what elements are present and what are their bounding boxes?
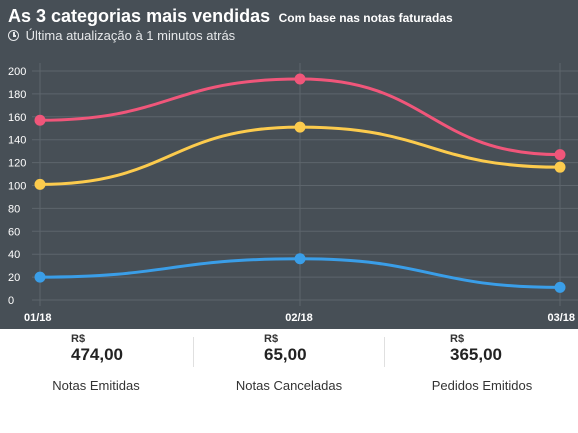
title-row: As 3 categorias mais vendidas Com base n… bbox=[8, 6, 570, 27]
stat-divider bbox=[193, 337, 194, 367]
stat-value: 474,00 bbox=[71, 345, 123, 364]
y-tick-label: 0 bbox=[8, 295, 14, 307]
y-tick-label: 160 bbox=[8, 112, 26, 124]
stat-value: 365,00 bbox=[450, 345, 502, 364]
stats-panel: R$ 474,00 Notas Emitidas R$ 65,00 Notas … bbox=[0, 329, 578, 433]
y-tick-label: 60 bbox=[8, 226, 20, 238]
y-tick-label: 140 bbox=[8, 135, 26, 147]
clock-icon bbox=[8, 30, 19, 41]
stat-notas-canceladas: R$ 65,00 Notas Canceladas bbox=[193, 329, 385, 399]
stat-divider bbox=[384, 337, 385, 367]
data-point bbox=[34, 271, 46, 283]
x-tick-label: 03/18 bbox=[547, 312, 575, 324]
data-point bbox=[554, 281, 566, 293]
y-tick-label: 200 bbox=[8, 66, 26, 78]
stat-currency: R$ bbox=[264, 333, 279, 345]
stat-currency: R$ bbox=[71, 333, 86, 345]
x-tick-label: 01/18 bbox=[24, 312, 52, 324]
data-point bbox=[294, 253, 306, 265]
chart-header: As 3 categorias mais vendidas Com base n… bbox=[8, 6, 570, 43]
stat-value: 65,00 bbox=[264, 345, 307, 364]
data-point bbox=[554, 149, 566, 161]
last-update: Última atualização à 1 minutos atrás bbox=[8, 28, 570, 43]
stat-label: Pedidos Emitidos bbox=[431, 378, 533, 393]
chart-card: As 3 categorias mais vendidas Com base n… bbox=[0, 0, 578, 329]
data-point bbox=[554, 161, 566, 173]
y-tick-label: 80 bbox=[8, 203, 20, 215]
y-tick-label: 180 bbox=[8, 89, 26, 101]
last-update-text: Última atualização à 1 minutos atrás bbox=[25, 28, 236, 43]
y-tick-label: 120 bbox=[8, 158, 26, 170]
chart-title: As 3 categorias mais vendidas bbox=[8, 6, 271, 26]
stat-pedidos-emitidos: R$ 365,00 Pedidos Emitidos bbox=[386, 329, 578, 399]
line-chart: 0 20 40 60 80 100 120 140 160 180 200 01/18 02/18 03/… bbox=[8, 63, 578, 324]
y-tick-label: 40 bbox=[8, 249, 20, 261]
data-point bbox=[294, 121, 306, 133]
stat-label: Notas Emitidas bbox=[52, 378, 140, 393]
x-tick-label: 02/18 bbox=[285, 312, 313, 324]
data-point bbox=[34, 114, 46, 126]
y-tick-label: 100 bbox=[8, 181, 26, 193]
y-tick-label: 20 bbox=[8, 272, 20, 284]
stat-currency: R$ bbox=[450, 333, 465, 345]
stat-notas-emitidas: R$ 474,00 Notas Emitidas bbox=[0, 329, 192, 399]
chart-subtitle: Com base nas notas faturadas bbox=[278, 11, 453, 25]
data-point bbox=[34, 178, 46, 190]
stat-label: Notas Canceladas bbox=[235, 378, 343, 393]
data-point bbox=[294, 73, 306, 85]
